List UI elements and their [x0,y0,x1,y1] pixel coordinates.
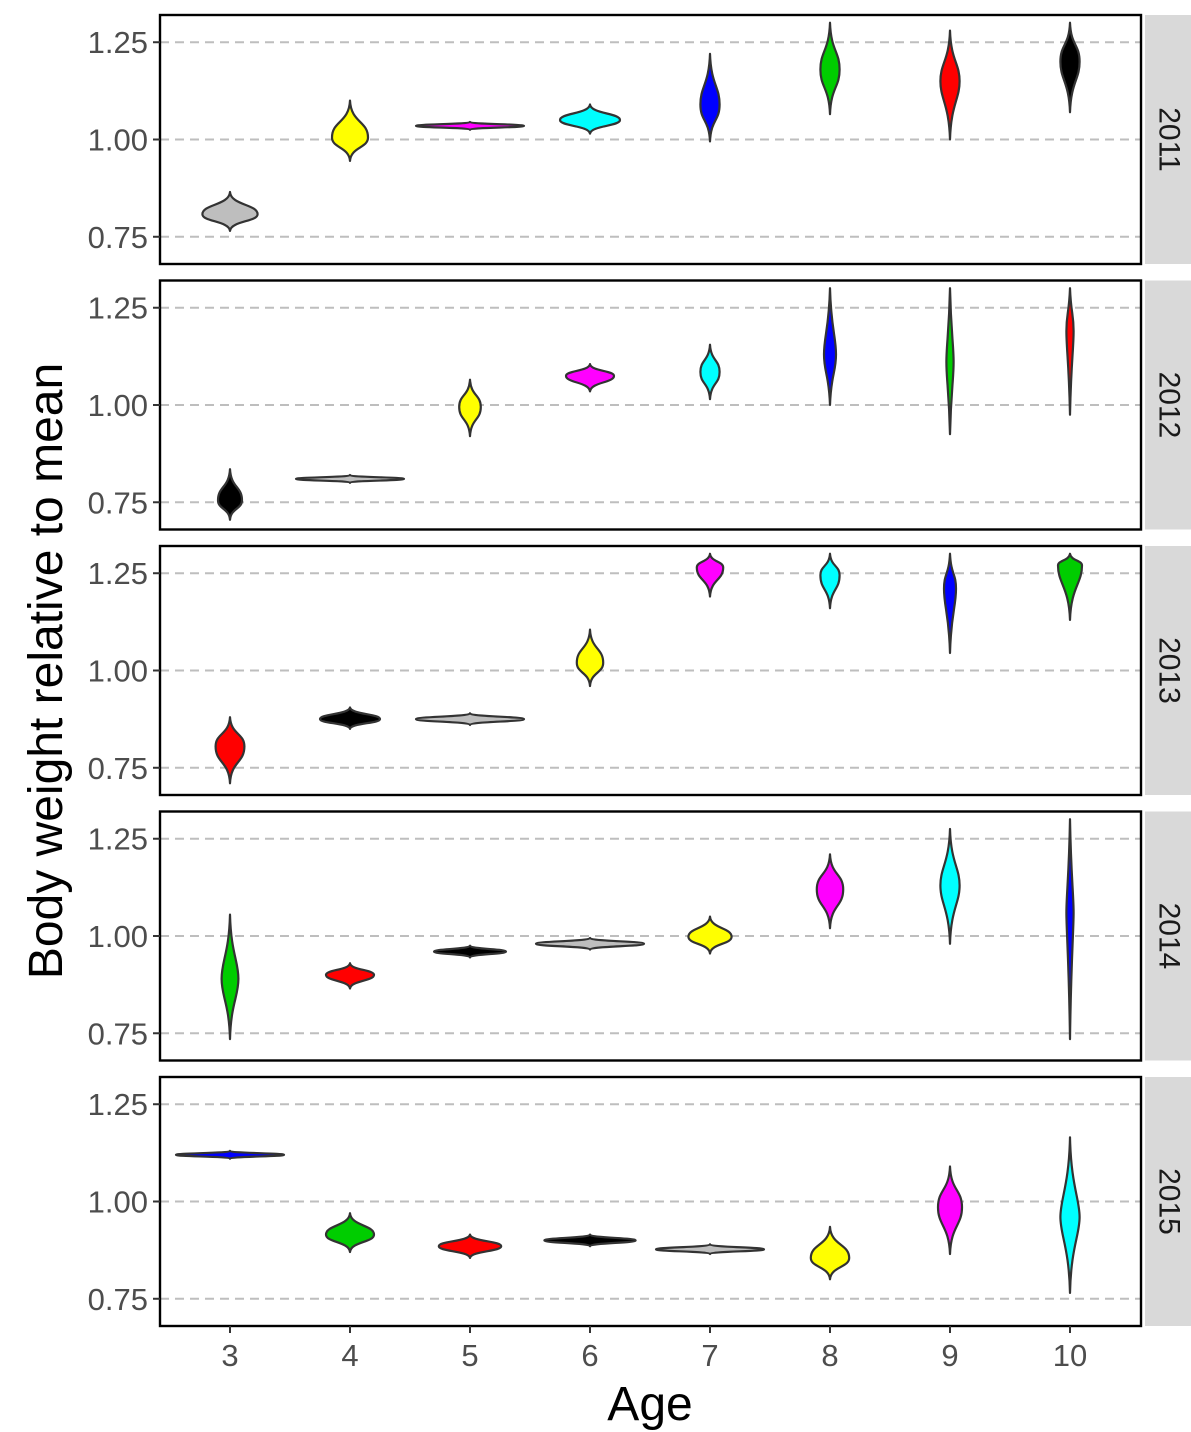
facet-strip [1145,811,1191,1061]
violin-2013-age-8 [819,552,841,610]
violin-2012-age-5 [458,378,482,438]
facet-strip [1145,15,1191,264]
violin-2015-age-4 [324,1212,376,1254]
violin-2011-age-8 [819,21,841,116]
violin-2012-age-3 [216,468,244,521]
violin-2015-age-8 [809,1225,851,1281]
violin-2012-age-9 [945,287,955,436]
violin-2015-age-9 [936,1165,964,1256]
facet-strip [1145,546,1191,795]
violin-2011-age-6 [558,103,622,135]
violin-2013-age-7 [695,552,725,598]
y-tick-label: 1.00 [88,654,148,689]
y-axis-title: Body weight relative to mean [20,363,73,979]
violin-2013-age-4 [318,706,382,730]
violin-2013-age-5 [414,712,526,727]
violin-2014-age-6 [534,936,646,951]
violin-2014-age-7 [687,915,733,955]
facet-strip-label: 2013 [1153,637,1186,704]
violin-2011-age-5 [414,120,526,131]
panel-2012: 0.75 1.00 1.25 2012 [88,279,1191,531]
y-tick-label: 1.25 [88,822,148,857]
panel-2013: 0.75 1.00 1.25 2013 [88,544,1191,797]
violin-2015-age-5 [437,1233,503,1260]
violin-2013-age-6 [575,628,605,688]
facet-strip-label: 2015 [1153,1168,1186,1235]
violin-2014-age-4 [324,962,376,990]
chart-panels: 0.75 1.00 1.25 2011 0.75 1.00 1.25 2012 0.75 1.00… [88,13,1191,1328]
x-tick-label: 5 [461,1338,478,1373]
y-tick-label: 0.75 [88,485,148,520]
panel-2015: 0.75 1.00 1.25 2015 [88,1075,1191,1328]
x-tick-label: 4 [341,1338,358,1373]
y-tick-label: 0.75 [88,1016,148,1051]
y-tick-label: 1.00 [88,123,148,158]
x-axis-title: Age [607,1378,692,1431]
violin-2014-age-8 [815,853,845,930]
violin-2011-age-3 [201,190,259,233]
y-tick-label: 0.75 [88,751,148,786]
violin-2013-age-3 [214,716,246,785]
x-tick-label: 3 [221,1338,238,1373]
y-tick-label: 0.75 [88,1282,148,1317]
violin-2011-age-7 [699,52,721,143]
panel-2011: 0.75 1.00 1.25 2011 [88,13,1191,266]
y-tick-label: 1.00 [88,919,148,954]
violin-2015-age-3 [174,1149,286,1160]
facet-strip [1145,1077,1191,1326]
violin-2011-age-9 [939,29,961,141]
y-tick-label: 1.25 [88,291,148,326]
y-tick-label: 1.25 [88,556,148,591]
violin-2011-age-10 [1059,21,1081,114]
violin-2015-age-6 [543,1233,637,1248]
violin-2015-age-7 [654,1243,766,1256]
y-tick-label: 1.25 [88,25,148,60]
violin-2013-age-10 [1056,552,1084,622]
x-tick-label: 8 [821,1338,838,1373]
x-tick-label: 10 [1053,1338,1087,1373]
violin-2012-age-10 [1065,287,1075,416]
y-tick-label: 0.75 [88,220,148,255]
violin-2013-age-9 [942,552,958,655]
violin-2014-age-3 [220,913,240,1041]
facet-strip [1145,280,1191,530]
y-tick-label: 1.25 [88,1087,148,1122]
facet-strip-label: 2012 [1153,372,1186,439]
x-tick-label: 6 [581,1338,598,1373]
violin-2014-age-5 [432,944,508,959]
y-tick-label: 1.00 [88,388,148,423]
facet-strip-label: 2011 [1153,107,1186,172]
facet-strip-label: 2014 [1153,903,1186,970]
panel-2014: 0.75 1.00 1.25 2014 [88,810,1191,1062]
violin-2011-age-4 [330,99,370,162]
violin-2014-age-10 [1065,818,1075,1041]
violin-2012-age-8 [822,287,838,407]
violin-2014-age-9 [939,827,961,945]
y-tick-label: 1.00 [88,1185,148,1220]
violin-2015-age-10 [1059,1136,1081,1295]
violin-2012-age-7 [699,343,721,401]
x-axis-ticks: 3 4 5 6 7 8 9 10 [221,1326,1087,1373]
violin-2012-age-4 [294,473,406,484]
violin-2012-age-6 [564,363,616,393]
x-tick-label: 9 [941,1338,958,1373]
x-tick-label: 7 [701,1338,718,1373]
